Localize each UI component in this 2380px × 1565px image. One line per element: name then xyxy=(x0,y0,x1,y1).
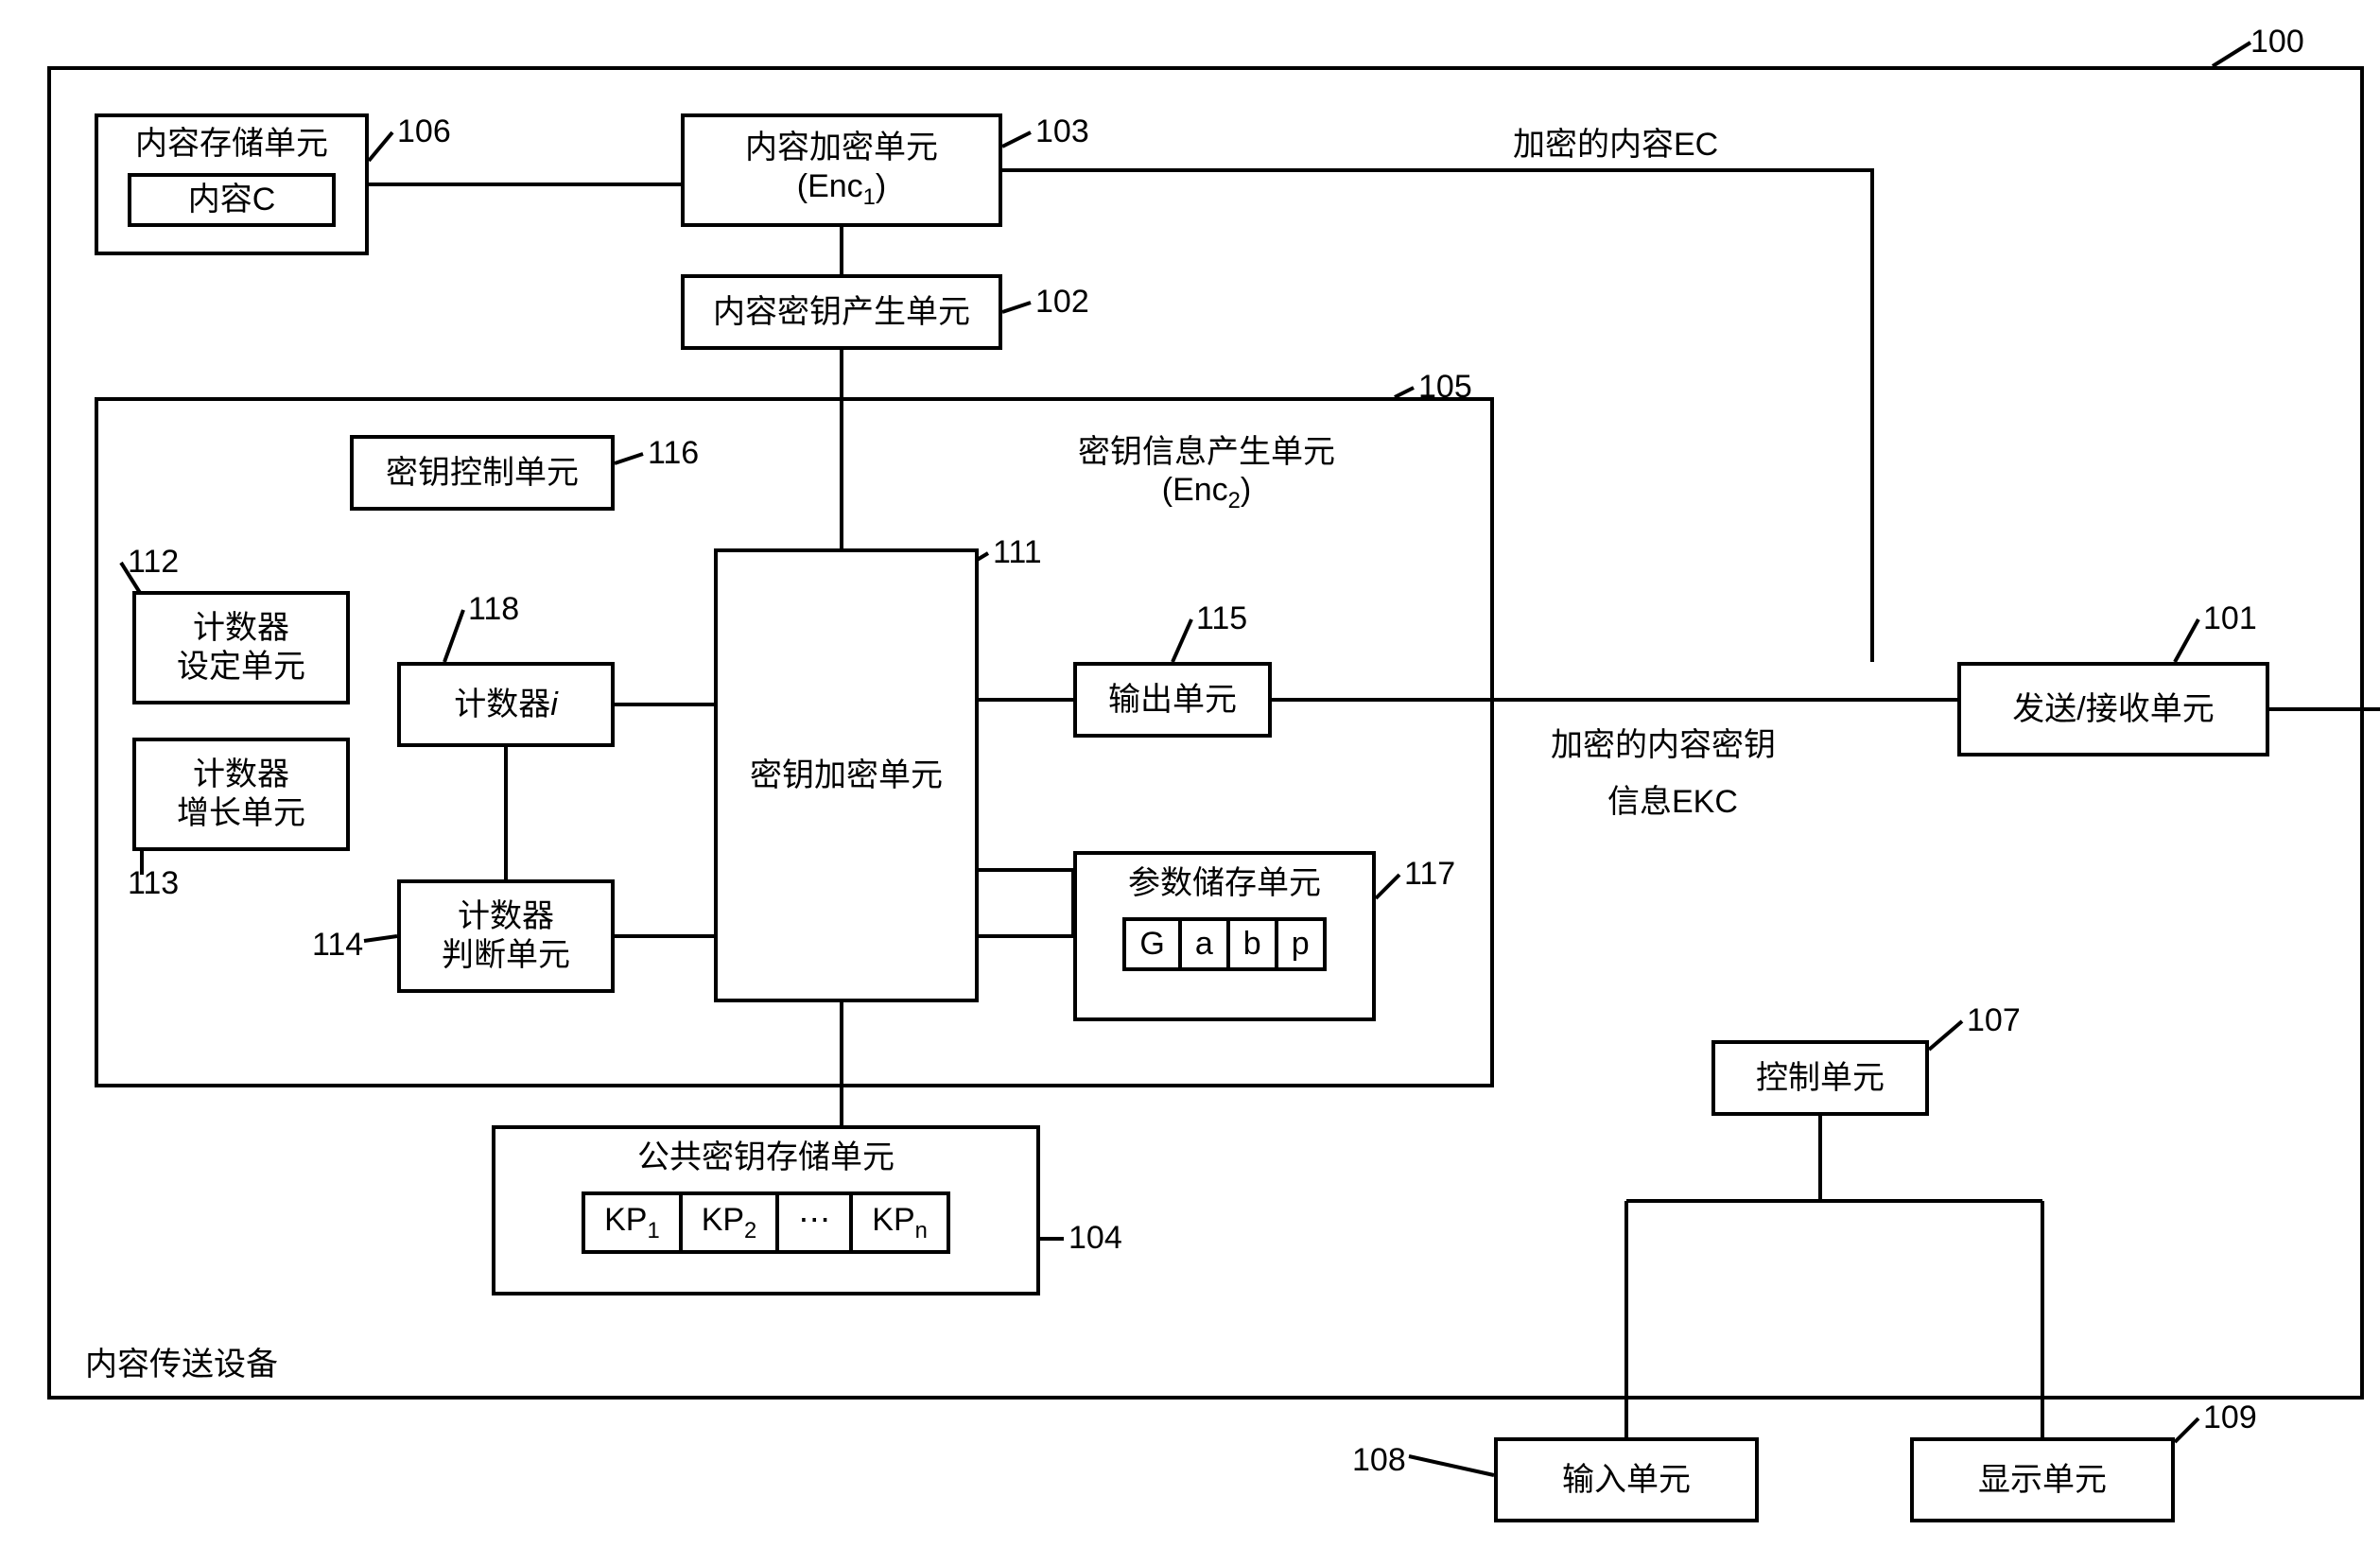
label-101: 101 xyxy=(2203,600,2257,637)
label-114: 114 xyxy=(312,927,363,964)
label-118: 118 xyxy=(468,591,519,628)
param-store-title: 参数储存单元 xyxy=(1128,864,1321,903)
label-107: 107 xyxy=(1967,1002,2021,1039)
public-key-storage-unit: 公共密钥存储单元 KP1KP2⋯KPn xyxy=(492,1125,1040,1295)
label-116: 116 xyxy=(648,435,699,472)
content-key-gen-unit: 内容密钥产生单元 xyxy=(681,274,1002,350)
parameter-storage-unit: 参数储存单元 Gabp xyxy=(1073,851,1376,1021)
label-117: 117 xyxy=(1404,856,1455,893)
counter-judge-unit: 计数器判断单元 xyxy=(397,879,615,993)
counter-setting-unit: 计数器设定单元 xyxy=(132,591,350,704)
encrypted-key-label-2: 信息EKC xyxy=(1607,775,1738,822)
pubkey-cells: KP1KP2⋯KPn xyxy=(582,1191,950,1254)
pubkey-title: 公共密钥存储单元 xyxy=(637,1139,895,1177)
counter-i: 计数器i xyxy=(397,662,615,747)
key-encryption-unit: 密钥加密单元 xyxy=(714,548,979,1002)
encrypted-key-label-1: 加密的内容密钥 xyxy=(1551,719,1776,765)
label-104: 104 xyxy=(1068,1220,1122,1257)
counter-increment-unit: 计数器增长单元 xyxy=(132,738,350,851)
label-102: 102 xyxy=(1035,284,1089,321)
label-105: 105 xyxy=(1418,369,1472,406)
diagram-canvas: 内容传送设备 100 内容存储单元内容C 106 内容加密单元(Enc1) 103 内容密钥… xyxy=(19,19,2380,1546)
label-109: 109 xyxy=(2203,1400,2257,1436)
label-115: 115 xyxy=(1196,600,1247,637)
display-unit: 显示单元 xyxy=(1910,1437,2175,1522)
control-unit: 控制单元 xyxy=(1711,1040,1929,1116)
label-106: 106 xyxy=(397,113,451,150)
input-unit: 输入单元 xyxy=(1494,1437,1759,1522)
label-112: 112 xyxy=(128,544,179,581)
content-enc-text: 内容加密单元(Enc1) xyxy=(745,129,938,211)
content-c-box: 内容C xyxy=(128,173,335,227)
key-control-unit: 密钥控制单元 xyxy=(350,435,615,511)
send-receive-unit: 发送/接收单元 xyxy=(1957,662,2269,756)
encrypted-content-label: 加密的内容EC xyxy=(1513,118,1718,165)
label-108: 108 xyxy=(1352,1442,1406,1479)
content-encryption-unit: 内容加密单元(Enc1) xyxy=(681,113,1002,227)
outer-label: 内容传送设备 xyxy=(85,1338,278,1384)
param-cells: Gabp xyxy=(1122,917,1326,971)
label-103: 103 xyxy=(1035,113,1089,150)
label-100: 100 xyxy=(2250,24,2304,61)
output-unit: 输出单元 xyxy=(1073,662,1272,738)
content-storage-unit: 内容存储单元内容C xyxy=(95,113,369,255)
content-storage-title: 内容存储单元 xyxy=(135,125,328,164)
key-info-title: 密钥信息产生单元(Enc2) xyxy=(1078,426,1335,514)
label-111: 111 xyxy=(993,534,1042,571)
label-113: 113 xyxy=(128,865,179,902)
